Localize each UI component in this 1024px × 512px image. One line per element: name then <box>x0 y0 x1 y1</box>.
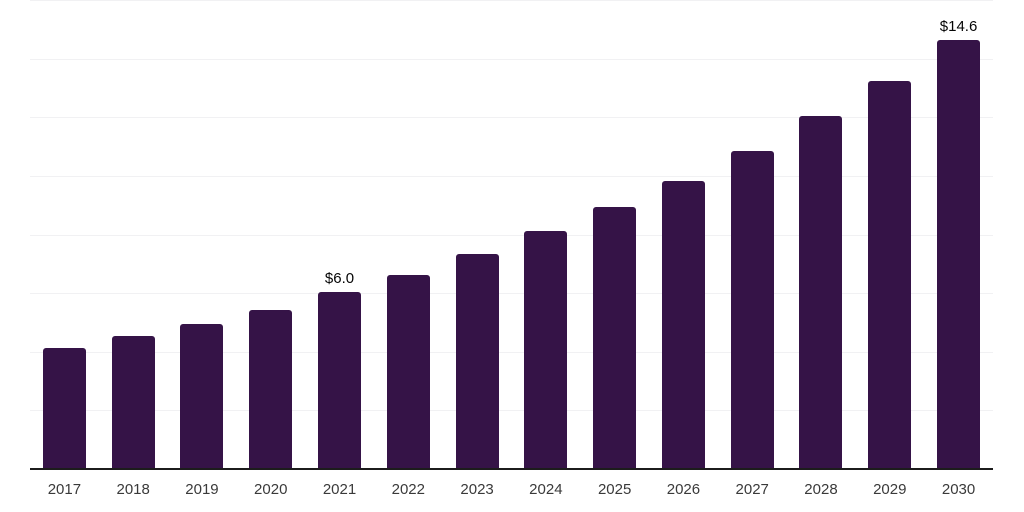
bar-slot <box>168 324 237 468</box>
x-tick-label: 2026 <box>666 481 701 498</box>
bar-slot <box>374 275 443 468</box>
x-tick-label: 2017 <box>47 481 82 498</box>
gridline <box>30 410 993 412</box>
bar <box>386 275 430 468</box>
x-tick-label: 2028 <box>804 481 838 498</box>
x-tick-label: 2020 <box>254 481 288 498</box>
bar-slot <box>30 348 99 468</box>
bar-slot <box>99 336 168 468</box>
x-tick-label: 2025 <box>597 481 632 498</box>
bar <box>524 231 568 468</box>
bar-slot <box>787 116 856 468</box>
plot-area: $6.0 $14.6 <box>30 0 993 470</box>
bar-slot <box>855 81 924 468</box>
x-tick-label: 2022 <box>391 481 425 498</box>
bar <box>661 181 705 468</box>
x-tick-label: 2027 <box>735 481 769 498</box>
x-tick-label: 2023 <box>460 481 494 498</box>
bar-slot <box>236 310 305 468</box>
bar-slot <box>649 181 718 468</box>
bar <box>799 116 843 468</box>
bar <box>111 336 155 468</box>
bar-slot <box>443 254 512 468</box>
gridline <box>30 117 993 119</box>
x-tick-label: 2024 <box>529 481 563 498</box>
bar <box>249 310 293 468</box>
bar <box>180 324 224 468</box>
bar-slot: $14.6 <box>924 19 993 468</box>
gridline <box>30 0 993 1</box>
x-tick-label: 2018 <box>116 481 150 498</box>
x-tick-label: 2019 <box>185 481 219 498</box>
bar-slot <box>718 151 787 468</box>
bars-container: $6.0 $14.6 <box>30 0 993 468</box>
bar <box>937 40 981 468</box>
x-tick-label: 2029 <box>873 481 907 498</box>
gridline <box>30 351 993 353</box>
bar-slot <box>511 231 580 468</box>
gridline <box>30 234 993 236</box>
x-tick-label: 2021 <box>322 481 357 498</box>
bar <box>868 81 912 468</box>
x-axis-line <box>30 468 993 470</box>
x-tick-label: 2030 <box>941 481 976 498</box>
gridline <box>30 58 993 60</box>
bar-value-label: $14.6 <box>939 18 978 35</box>
bar <box>42 348 86 468</box>
bar-value-label: $6.0 <box>324 270 355 287</box>
gridline <box>30 293 993 295</box>
bar <box>593 207 637 468</box>
gridline <box>30 175 993 177</box>
x-axis-labels: 2017 2018 2019 2020 2021 2022 2023 2024 2025 2026… <box>30 480 993 500</box>
bar-slot <box>580 207 649 468</box>
bar-slot: $6.0 <box>305 271 374 468</box>
bar <box>318 292 362 468</box>
bar <box>730 151 774 468</box>
bar <box>455 254 499 468</box>
